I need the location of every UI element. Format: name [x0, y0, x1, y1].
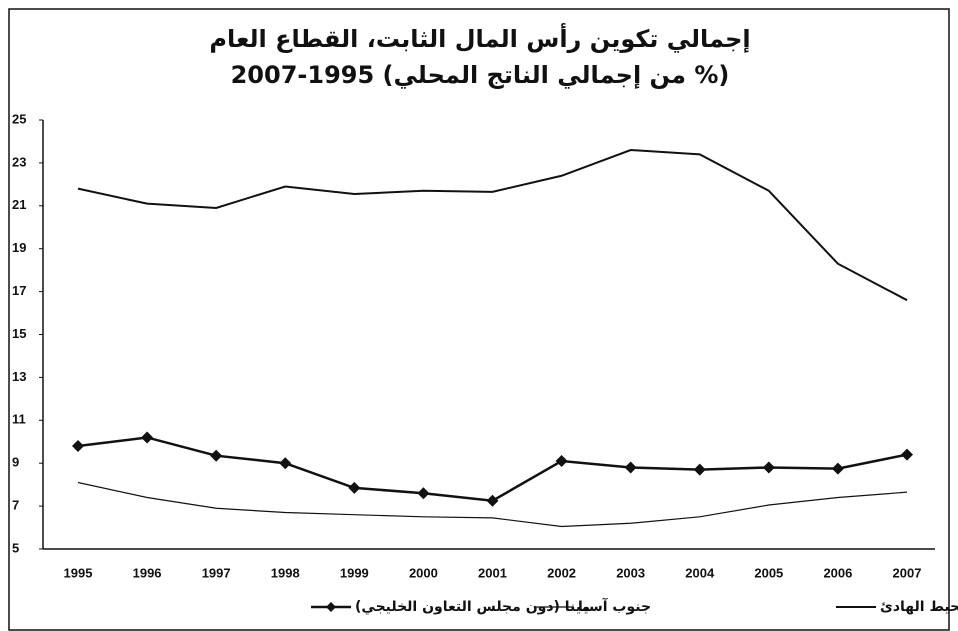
- y-tick-label: 23: [12, 154, 26, 169]
- y-tick-label: 25: [12, 111, 26, 126]
- series-marker: [831, 462, 844, 475]
- series-line: [77, 436, 908, 503]
- y-tick-label: 21: [12, 197, 26, 212]
- y-tick-label: 11: [12, 412, 26, 427]
- x-tick-label: 2004: [685, 565, 715, 580]
- x-tick-label: 2001: [478, 565, 507, 580]
- x-tick-label: 2003: [616, 565, 645, 580]
- series-marker: [486, 494, 499, 507]
- x-tick-label: 1996: [133, 565, 162, 580]
- series-marker: [693, 463, 706, 476]
- legend-label: جنوب آسيا: [578, 597, 651, 615]
- series-line: [77, 481, 908, 528]
- legend-label: مينا (دون مجلس التعاون الخليجي): [355, 599, 590, 615]
- legend-label: شرق أسيا والمحيط الهادئ: [880, 597, 958, 615]
- series-marker: [210, 449, 223, 462]
- series-marker: [901, 448, 913, 461]
- x-tick-label: 2005: [754, 565, 783, 580]
- series-marker: [348, 481, 361, 494]
- y-tick-label: 15: [12, 326, 26, 341]
- frame: [8, 8, 950, 631]
- series-marker: [417, 487, 430, 500]
- chart-title: إجمالي تكوين رأس المال الثابت، القطاع ال…: [209, 23, 750, 53]
- x-tick-label: 2002: [547, 565, 576, 580]
- y-tick-label: 13: [12, 369, 26, 384]
- series-marker: [624, 461, 637, 474]
- x-tick-label: 1998: [271, 565, 300, 580]
- y-tick-label: 19: [12, 240, 26, 255]
- series-marker: [141, 431, 154, 444]
- y-tick-label: 7: [12, 498, 19, 513]
- chart-subtitle: (% من إجمالي الناتج المحلي) 1995-2007: [231, 61, 730, 89]
- series-marker: [555, 455, 568, 468]
- x-tick-label: 1995: [64, 565, 93, 580]
- x-tick-label: 2000: [409, 565, 438, 580]
- series-marker: [279, 457, 292, 470]
- x-tick-label: 2006: [823, 565, 852, 580]
- series-marker: [762, 461, 775, 474]
- y-tick-label: 17: [12, 283, 26, 298]
- y-tick-label: 5: [12, 540, 19, 555]
- series-marker: [72, 440, 84, 453]
- legend-marker: [326, 602, 336, 612]
- x-tick-label: 1997: [202, 565, 231, 580]
- x-tick-label: 1999: [340, 565, 369, 580]
- x-tick-label: 2007: [893, 565, 922, 580]
- y-tick-label: 9: [12, 455, 19, 470]
- series-line: [77, 149, 908, 302]
